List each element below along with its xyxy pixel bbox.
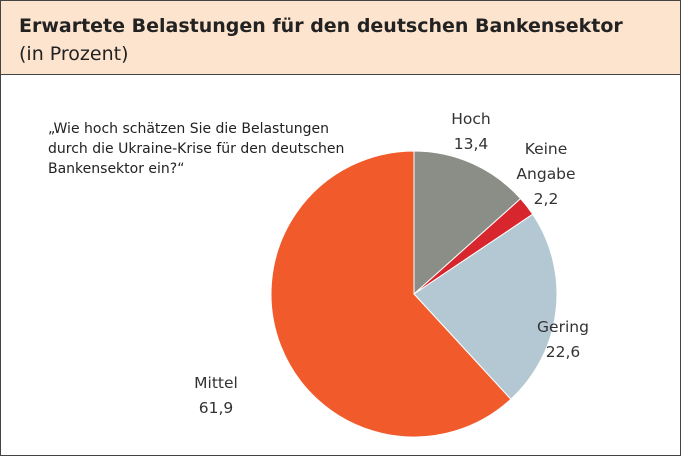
value-label: 13,4 bbox=[453, 135, 489, 153]
category-label: Hoch bbox=[451, 110, 491, 128]
slice-label: Hoch 13,4 bbox=[441, 107, 501, 157]
category-label: Mittel bbox=[194, 374, 238, 392]
slice-label: Gering 22,6 bbox=[528, 315, 598, 365]
value-label: 22,6 bbox=[545, 343, 581, 361]
value-label: 2,2 bbox=[533, 190, 559, 208]
slice-label: Mittel 61,9 bbox=[181, 371, 251, 421]
pie-slice bbox=[413, 150, 522, 296]
pie-slice bbox=[413, 213, 558, 400]
slice-label: Keine Angabe 2,2 bbox=[506, 137, 586, 212]
annotation: „Wie hoch schätzen Sie die Belastungen d… bbox=[48, 121, 345, 177]
category-label: Keine Angabe bbox=[516, 140, 576, 183]
chart-title: Erwartete Belastungen für den deutschen … bbox=[19, 15, 623, 37]
header: Erwartete Belastungen für den deutschen … bbox=[1, 1, 680, 75]
value-label: 61,9 bbox=[198, 399, 234, 417]
category-label: Gering bbox=[537, 318, 589, 336]
pie-slice bbox=[270, 150, 512, 438]
chart-subtitle: (in Prozent) bbox=[19, 43, 129, 65]
